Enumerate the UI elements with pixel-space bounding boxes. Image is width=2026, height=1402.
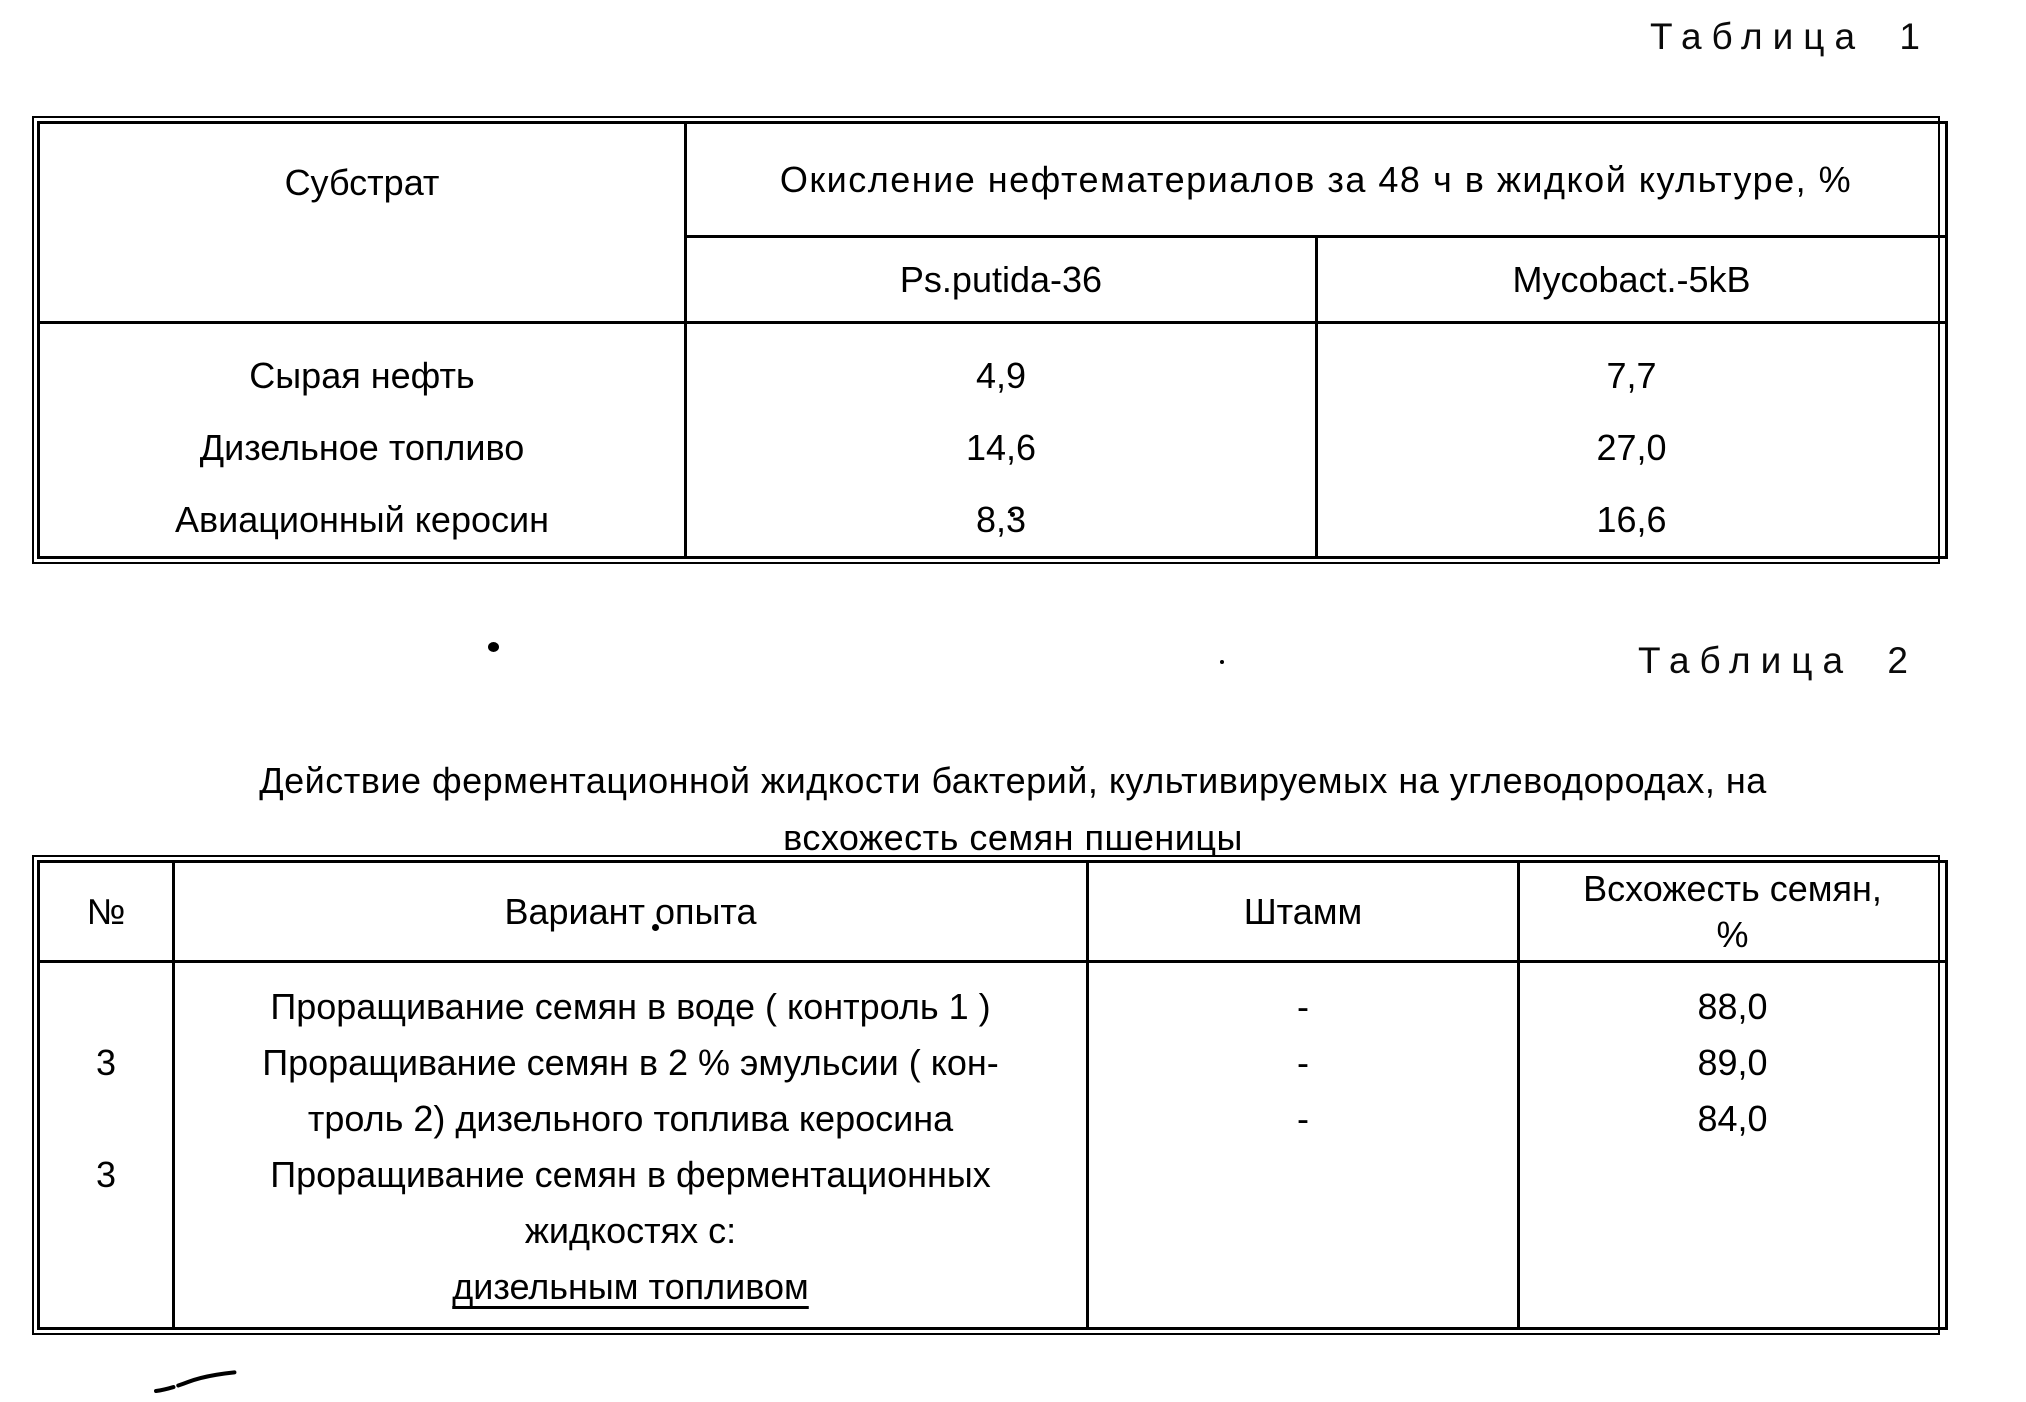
- table2-germination-value: [1522, 1203, 1944, 1259]
- table2-num-value: 3: [95, 1154, 117, 1195]
- table1-header-strain1: Ps.putida-36: [684, 236, 1318, 324]
- table1-mycobact-column: 7,7 27,0 16,6: [1315, 322, 1948, 558]
- table1-mycobact-value: 7,7: [1606, 355, 1657, 396]
- scan-artifact-pen-mark: [154, 1370, 240, 1393]
- table2-grid: № Вариант опыта Штамм Всхожесть семян, %…: [37, 860, 1948, 1330]
- table1-substrate-column: Сырая нефть Дизельное топливо Авиационны…: [37, 322, 687, 558]
- table1-mycobact-value: 16,6: [1596, 499, 1667, 540]
- table2-strain-value: [1091, 1203, 1516, 1259]
- table1-substrate-value: Сырая нефть: [249, 355, 475, 396]
- table2-germination-column: 88,0 89,0 84,0: [1517, 961, 1948, 1329]
- table2-strain-value: -: [1297, 1042, 1309, 1083]
- table2-strain-value: [1091, 1147, 1516, 1203]
- table2-header-germination-line2: %: [1716, 913, 1749, 955]
- table2-germination-value: [1522, 1259, 1944, 1315]
- table2-caption-line1: Действие ферментационной жидкости бактер…: [259, 760, 1767, 801]
- table1-psputida-value: 8,3: [975, 499, 1027, 540]
- table1-header-strain2: Mycobact.-5kB: [1315, 236, 1948, 324]
- table1-mycobact-value: 27,0: [1596, 427, 1667, 468]
- table2-strain-column: - - -: [1086, 961, 1520, 1329]
- table2-variant-line: Проращивание семян в 2 % эмульсии ( кон-: [262, 1042, 999, 1083]
- table2-variant-column: Проращивание семян в воде ( контроль 1 )…: [172, 961, 1089, 1329]
- table2-germination-value: [1522, 1147, 1944, 1203]
- table2-variant-line: жидкостях с:: [524, 1210, 737, 1251]
- scan-artifact-dot: [488, 642, 499, 652]
- table2-variant-line: Проращивание семян в воде ( контроль 1 ): [270, 986, 991, 1027]
- table2-variant-line: Проращивание семян в ферментационных: [270, 1154, 991, 1195]
- table1-grid: Субстрат Окисление нефтематериалов за 48…: [37, 121, 1948, 559]
- table1-psputida-column: 4,9 14,6 8,3: [684, 322, 1318, 558]
- table2-num-column: 3 3: [37, 961, 175, 1329]
- table2-strain-value: [1091, 1259, 1516, 1315]
- scan-artifact-dot: [1220, 660, 1224, 664]
- table2-germination-value: 88,0: [1697, 986, 1768, 1027]
- table2-header-germination-line1: Всхожесть семян,: [1583, 867, 1882, 909]
- scan-artifact-dot: [1010, 512, 1015, 517]
- table2-germination-value: 89,0: [1697, 1042, 1768, 1083]
- table2-strain-value: -: [1297, 986, 1309, 1027]
- table1: Субстрат Окисление нефтематериалов за 48…: [32, 116, 1948, 564]
- table2-header-germination: Всхожесть семян, %: [1517, 861, 1948, 963]
- table2-num-value: [42, 1203, 171, 1259]
- table1-header-substrate: Субстрат: [37, 122, 687, 324]
- table2-header-variant: Вариант опыта: [172, 861, 1089, 963]
- table2-variant-line: троль 2) дизельного топлива керосина: [307, 1098, 954, 1139]
- table1-label: Таблица 1: [1650, 16, 1930, 57]
- table2-strain-value: -: [1297, 1098, 1309, 1139]
- table2: № Вариант опыта Штамм Всхожесть семян, %…: [32, 855, 1948, 1335]
- table2-num-value: [42, 1259, 171, 1315]
- scan-artifact-dot: [652, 924, 659, 931]
- table1-substrate-value: Дизельное топливо: [199, 427, 525, 468]
- table1-header-oxidation: Окисление нефтематериалов за 48 ч в жидк…: [684, 122, 1948, 238]
- table2-germination-value: 84,0: [1697, 1098, 1768, 1139]
- table2-caption: Действие ферментационной жидкости бактер…: [63, 752, 1963, 866]
- table2-num-value: 3: [95, 1042, 117, 1083]
- table2-variant-line-underlined: дизельным топливом: [452, 1266, 809, 1307]
- table1-psputida-value: 4,9: [975, 355, 1027, 396]
- table2-header-strain: Штамм: [1086, 861, 1520, 963]
- table2-num-value: [42, 1091, 171, 1147]
- table2-label: Таблица 2: [1638, 640, 1918, 681]
- table1-psputida-value: 14,6: [965, 427, 1037, 468]
- table2-caption-line2: всхожесть семян пшеницы: [783, 817, 1243, 858]
- table2-header-num: №: [37, 861, 175, 963]
- table1-substrate-value: Авиационный керосин: [175, 499, 549, 540]
- table2-num-value: [42, 979, 171, 1035]
